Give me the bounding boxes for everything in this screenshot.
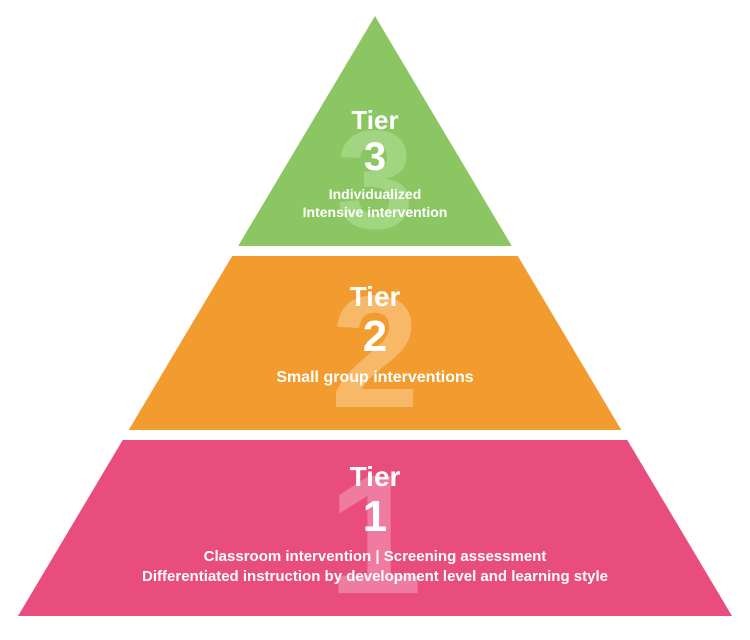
tier2-shape [129,256,622,430]
tier1-shape [18,440,732,616]
tier3-shape [238,16,512,246]
pyramid-svg [0,0,750,640]
pyramid-diagram: 3 2 1 Tier 3 Individualized Intensive in… [0,0,750,640]
